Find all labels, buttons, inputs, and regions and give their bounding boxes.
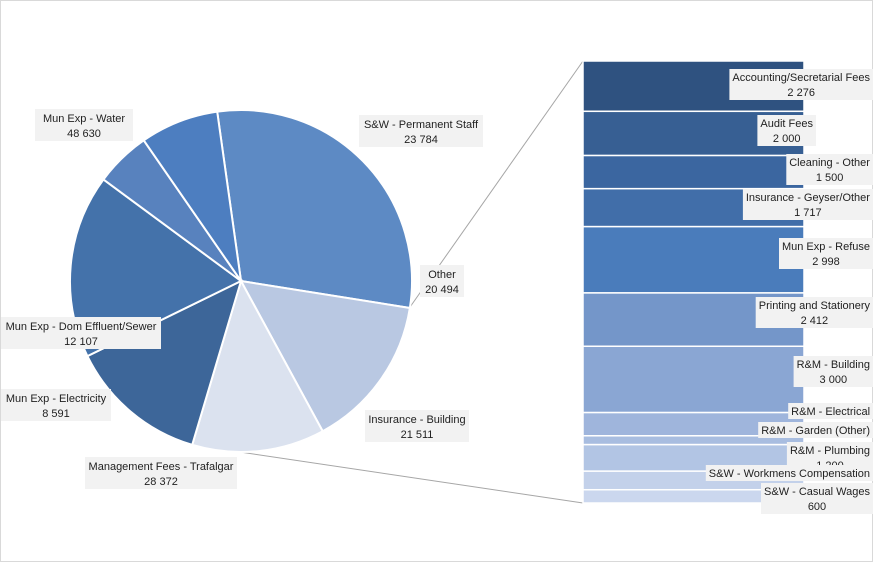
pie-label-management-fees-trafalgar: Management Fees - Trafalgar (89, 461, 234, 473)
pie-label-box-insurance-building (365, 410, 469, 442)
pie-label-box-mun-exp-electricity (1, 389, 111, 421)
bar-segment-randm-building (582, 345, 805, 414)
bar-label-box-randm-building (793, 356, 873, 387)
pie (69, 109, 413, 453)
bar-label-box-randm-garden-other (758, 422, 873, 438)
pie-label-box-mun-exp-water (35, 109, 133, 141)
pie-value-mun-exp-water: 48 630 (67, 128, 101, 140)
bar-value-insurance-geyser-other: 1 717 (794, 207, 822, 219)
pie-label-other: Other (428, 269, 456, 281)
bar-label-accounting-secretarial-fees: Accounting/Secretarial Fees (732, 72, 870, 84)
bar-label-mun-exp-refuse: Mun Exp - Refuse (782, 241, 870, 253)
pie-label-box-other (420, 265, 464, 297)
pie-value-mun-exp-electricity: 8 591 (42, 408, 70, 420)
pie-label-insurance-building: Insurance - Building (368, 414, 465, 426)
bar-label-randm-building: R&M - Building (797, 359, 870, 371)
pie-label-mun-exp-dom-effluent-sewer: Mun Exp - Dom Effluent/Sewer (6, 321, 157, 333)
bar-label-box-sandw-workmens-compensation (705, 465, 873, 481)
bar-label-insurance-geyser-other: Insurance - Geyser/Other (746, 192, 870, 204)
connector-line-bottom (192, 444, 584, 504)
pie-label-box-management-fees-trafalgar (85, 457, 237, 489)
bar-label-box-mun-exp-refuse (779, 238, 873, 269)
bar-segment-cleaning-other (582, 154, 805, 190)
bar-label-printing-and-stationery: Printing and Stationery (759, 300, 871, 312)
bar-label-sandw-workmens-compensation: S&W - Workmens Compensation (709, 468, 870, 480)
pie-slice-other (190, 278, 325, 453)
pie-slice-sandw-permanent-staff (239, 279, 412, 433)
pie-label-mun-exp-electricity: Mun Exp - Electricity (6, 393, 107, 405)
pie-value-management-fees-trafalgar: 28 372 (144, 476, 178, 488)
bar-value-accounting-secretarial-fees: 2 276 (787, 87, 815, 99)
pie-value-other: 20 494 (425, 284, 459, 296)
bar-value-sandw-casual-wages: 600 (808, 501, 826, 513)
pie-value-sandw-permanent-staff: 23 784 (404, 134, 438, 146)
bar-label-box-sandw-casual-wages (761, 483, 873, 514)
bar-label-randm-garden-other: R&M - Garden (Other) (761, 425, 870, 437)
pie-value-mun-exp-dom-effluent-sewer: 12 107 (64, 336, 98, 348)
stacked-bar (582, 60, 805, 504)
bar-value-cleaning-other: 1 500 (816, 172, 844, 184)
bar-label-cleaning-other: Cleaning - Other (789, 157, 870, 169)
bar-value-audit-fees: 2 000 (773, 133, 801, 145)
bar-label-box-randm-electrical (788, 403, 873, 419)
bar-label-box-printing-and-stationery (755, 297, 873, 328)
bar-label-box-audit-fees (757, 115, 816, 146)
bar-value-printing-and-stationery: 2 412 (801, 315, 829, 327)
bar-segment-mun-exp-refuse (582, 225, 805, 294)
bar-label-box-cleaning-other (786, 154, 873, 185)
pie-slice-mun-exp-dom-effluent-sewer (142, 110, 242, 282)
pie-slice-insurance-building (86, 279, 243, 447)
pie-value-insurance-building: 21 511 (401, 429, 434, 441)
pie-label-mun-exp-water: Mun Exp - Water (43, 113, 125, 125)
bar-value-mun-exp-refuse: 2 998 (812, 256, 840, 268)
pie-label-sandw-permanent-staff: S&W - Permanent Staff (364, 119, 479, 131)
pie-label-box-sandw-permanent-staff (359, 115, 483, 147)
bar-label-sandw-casual-wages: S&W - Casual Wages (764, 486, 870, 498)
pie-label-box-mun-exp-dom-effluent-sewer (1, 317, 161, 349)
bar-label-audit-fees: Audit Fees (760, 118, 813, 130)
bar-segment-randm-plumbing (582, 443, 805, 472)
bar-label-box-accounting-secretarial-fees (729, 69, 873, 100)
bar-value-randm-building: 3 000 (820, 374, 848, 386)
pie-slice-mun-exp-water (216, 109, 413, 310)
bar-label-box-insurance-geyser-other (742, 189, 873, 220)
data-labels: Mun Exp - Water 48 630 S&W - Permanent Sta… (1, 69, 873, 514)
bar-label-randm-electrical: R&M - Electrical (791, 406, 870, 418)
bar-label-randm-plumbing: R&M - Plumbing (790, 445, 870, 457)
